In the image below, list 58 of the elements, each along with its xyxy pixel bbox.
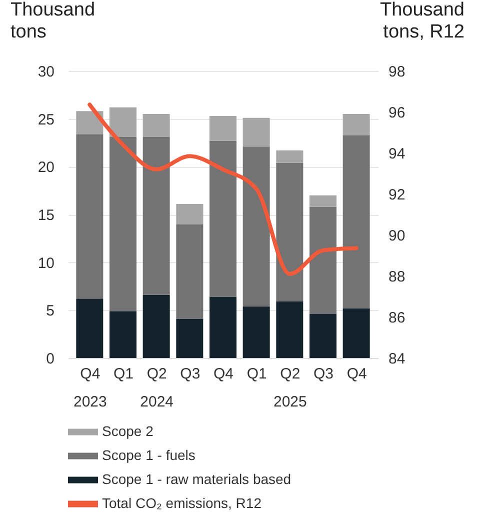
bar <box>310 195 336 207</box>
x-tick-label: Q1 <box>113 366 134 382</box>
y2-tick-label: 98 <box>388 64 406 80</box>
bar <box>110 311 136 358</box>
x-tick-label: Q4 2023 <box>73 366 107 410</box>
bar <box>110 137 136 312</box>
bar <box>176 224 204 319</box>
bar <box>110 107 136 138</box>
legend-label: Scope 1 - fuels <box>102 447 196 463</box>
bar <box>242 306 270 358</box>
bar <box>242 118 270 147</box>
line-series <box>88 102 358 276</box>
x-tick-label: Q3 <box>313 366 334 382</box>
bar <box>210 116 236 141</box>
bar <box>342 114 370 136</box>
x-tick-label: Q2 2024 <box>140 366 174 410</box>
legend-label: Total CO₂ emissions, R12 <box>102 495 262 511</box>
bar <box>142 114 170 138</box>
y2-tick-label: 90 <box>388 228 406 244</box>
y-tick-label: 25 <box>38 111 54 128</box>
x-tick-label: Q4 <box>346 366 367 382</box>
y2-tick-label: 94 <box>388 146 406 162</box>
y-tick-label: 20 <box>38 159 54 176</box>
bar <box>276 150 304 163</box>
legend-label: Scope 2 <box>102 423 154 439</box>
bar <box>276 162 304 302</box>
y-axis-title: Thousand tons <box>10 0 96 42</box>
bar <box>276 302 304 358</box>
x-tick-label: Q1 <box>246 366 267 382</box>
y-tick-label: 0 <box>46 350 54 368</box>
y2-tick-label: 84 <box>388 350 406 368</box>
bar <box>242 146 270 306</box>
y2-tick-label: 92 <box>388 186 406 204</box>
bar <box>76 111 104 134</box>
bar <box>342 308 370 358</box>
y-tick-label: 5 <box>46 302 54 320</box>
bar <box>210 296 236 358</box>
bar <box>76 298 104 358</box>
y-tick-label: 30 <box>38 64 54 80</box>
x-tick-label: Q4 <box>213 366 234 382</box>
x-tick-label: Q3 <box>180 366 200 382</box>
y2-axis-title: Thousand tons, R12 <box>380 0 464 42</box>
bar <box>142 137 170 295</box>
bar <box>310 206 336 314</box>
bar <box>210 140 236 297</box>
bar <box>142 294 170 358</box>
bar <box>176 318 204 358</box>
y-tick-label: 15 <box>38 207 54 224</box>
bar <box>76 134 104 299</box>
y-tick-label: 10 <box>38 254 54 272</box>
legend-label: Scope 1 - raw materials based <box>102 471 292 487</box>
bar <box>342 135 370 308</box>
y2-tick-label: 86 <box>388 310 406 326</box>
bar <box>310 314 336 358</box>
y2-tick-label: 88 <box>388 268 406 286</box>
y2-tick-label: 96 <box>388 104 406 122</box>
x-tick-label: Q2 2025 <box>273 366 307 410</box>
bar <box>176 204 204 224</box>
